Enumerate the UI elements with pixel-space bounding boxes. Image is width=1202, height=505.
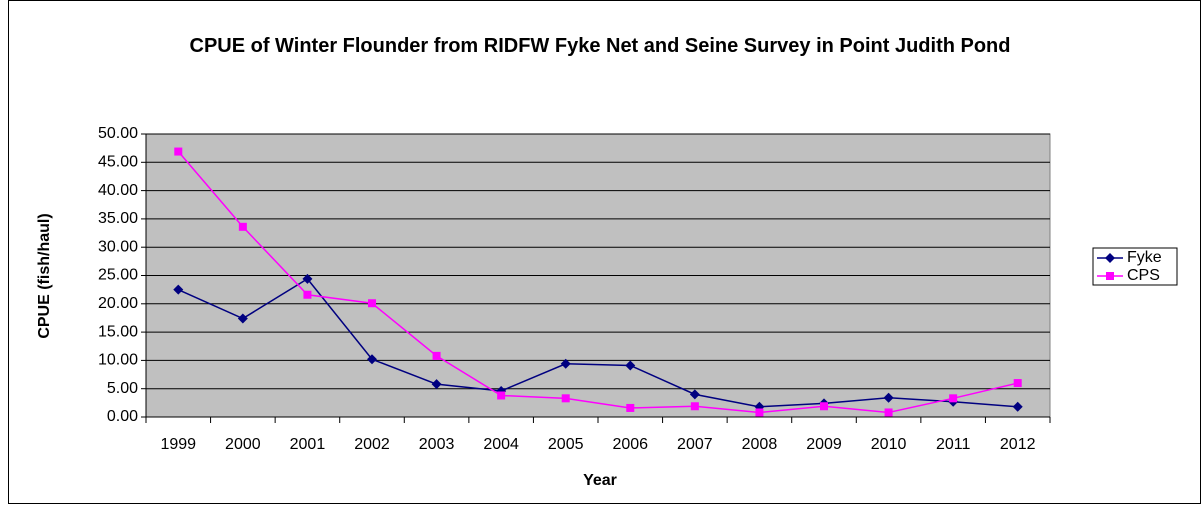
marker <box>820 402 828 411</box>
y-tick-label: 50.00 <box>98 125 138 142</box>
x-tick-label: 2001 <box>290 436 326 453</box>
y-tick-label: 30.00 <box>98 238 138 255</box>
x-tick-label: 2005 <box>548 436 584 453</box>
x-tick-label: 2003 <box>419 436 455 453</box>
x-tick-label: 2007 <box>677 436 713 453</box>
marker <box>1013 379 1022 388</box>
y-tick-label: 15.00 <box>98 323 138 340</box>
marker <box>1012 401 1023 412</box>
marker <box>432 351 441 360</box>
x-axis-title: Year <box>583 472 617 489</box>
marker <box>755 408 764 417</box>
y-axis-title: CPUE (fish/haul) <box>36 213 53 338</box>
x-tick-label: 2011 <box>936 436 971 453</box>
x-tick-label: 1999 <box>160 436 196 453</box>
marker <box>303 290 312 299</box>
marker <box>237 313 248 324</box>
marker <box>626 403 635 412</box>
y-tick-label: 5.00 <box>107 380 138 397</box>
y-tick-label: 10.00 <box>98 352 138 369</box>
marker <box>173 284 184 295</box>
marker <box>497 391 506 400</box>
marker <box>690 402 699 411</box>
legend-label: Fyke <box>1127 249 1162 266</box>
marker <box>560 358 571 369</box>
marker <box>367 354 377 365</box>
marker <box>368 299 376 308</box>
x-tick-label: 2009 <box>806 436 842 453</box>
x-tick-label: 2008 <box>742 436 778 453</box>
x-tick-label: 2012 <box>1000 436 1036 453</box>
marker <box>302 273 313 284</box>
legend-marker <box>1105 253 1115 263</box>
marker <box>174 147 183 156</box>
marker <box>689 389 700 400</box>
marker <box>884 408 893 417</box>
series-line <box>177 151 1018 414</box>
y-tick-label: 45.00 <box>98 154 138 171</box>
x-tick-label: 2010 <box>871 436 907 453</box>
marker <box>625 360 636 371</box>
legend-label: CPS <box>1127 267 1160 284</box>
marker <box>238 222 247 231</box>
marker <box>561 394 570 403</box>
marker <box>883 392 894 403</box>
y-tick-label: 35.00 <box>98 210 138 227</box>
x-tick-label: 2004 <box>483 436 519 453</box>
legend-marker <box>1106 272 1114 280</box>
x-tick-label: 2006 <box>612 436 648 453</box>
x-tick-label: 2000 <box>225 436 261 453</box>
y-tick-label: 40.00 <box>98 182 138 199</box>
series-line <box>177 277 1018 408</box>
y-tick-label: 20.00 <box>98 295 138 312</box>
x-tick-label: 2002 <box>354 436 390 453</box>
marker <box>949 394 958 403</box>
y-tick-label: 0.00 <box>107 408 138 425</box>
marker <box>431 379 442 390</box>
chart-title: CPUE of Winter Flounder from RIDFW Fyke … <box>189 35 1011 57</box>
y-tick-label: 25.00 <box>98 267 138 284</box>
